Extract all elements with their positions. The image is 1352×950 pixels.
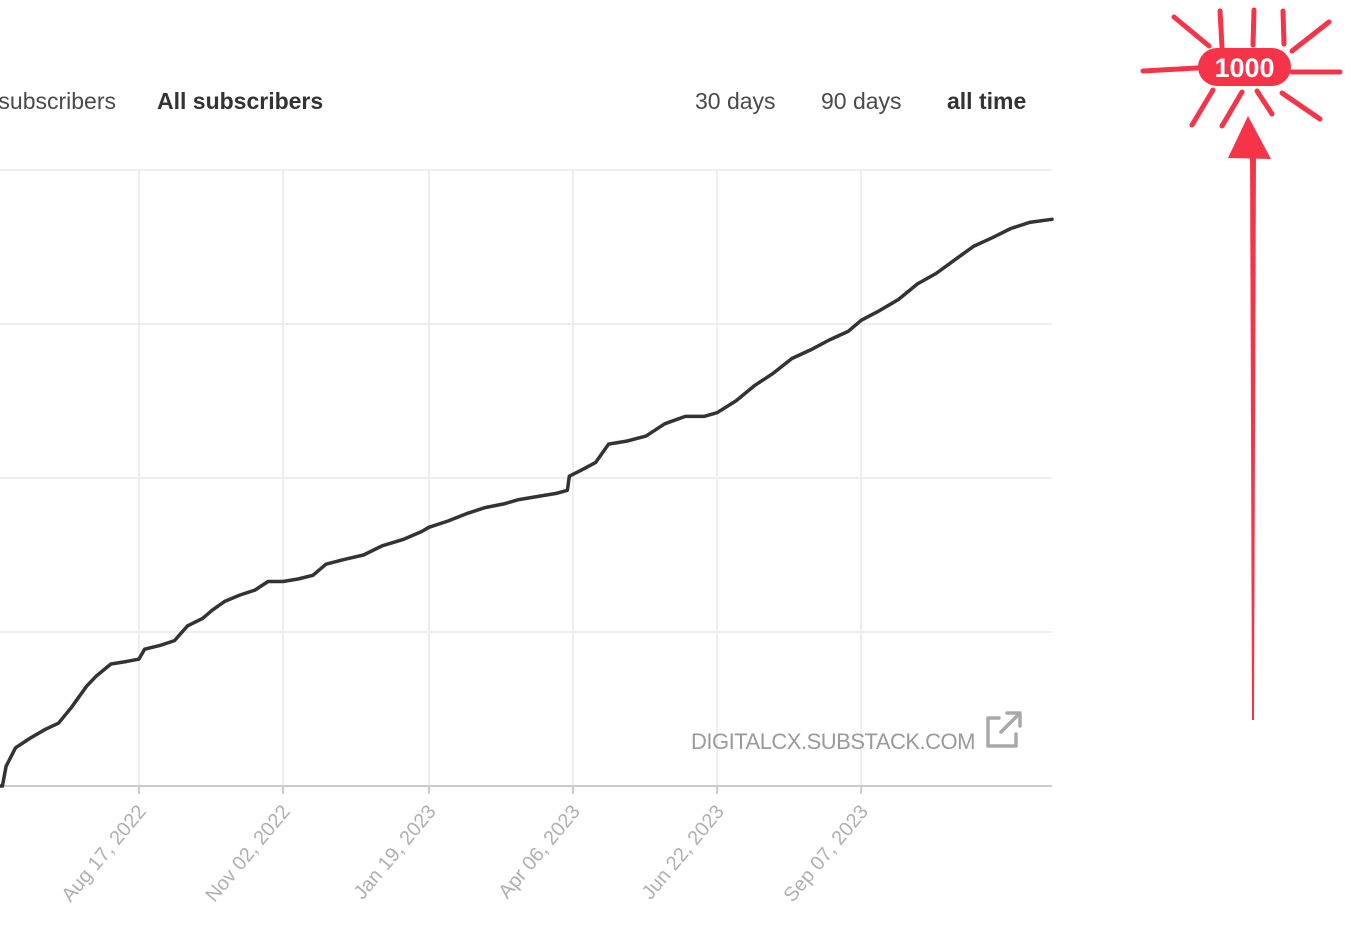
range-30-days-button[interactable]: 30 days: [695, 88, 776, 114]
gridlines: [0, 169, 1052, 786]
range-90-days-button[interactable]: 90 days: [821, 88, 902, 114]
tab-free-subscribers[interactable]: Free subscribers: [0, 88, 116, 114]
x-tick-label: Apr 06, 2023: [494, 801, 584, 903]
x-tick-label: Nov 02, 2022: [202, 801, 295, 906]
x-tick-label: Aug 17, 2022: [57, 801, 150, 906]
x-tick-label: Jun 22, 2023: [638, 801, 729, 904]
x-tick-label: Sep 07, 2023: [780, 801, 873, 906]
x-axis: Jun 01, 2022 Aug 17, 2022 Nov 02, 2022 Jan …: [0, 785, 1052, 906]
x-tick-label: Jun 01, 2022: [0, 801, 5, 904]
annotation-1000: 1000: [1140, 7, 1343, 720]
series-layer: [0, 217, 1054, 788]
watermark[interactable]: DIGITALCX.SUBSTACK.COM: [691, 711, 1022, 754]
range-all-time-button[interactable]: all time: [947, 88, 1027, 114]
badge-label: 1000: [1214, 53, 1274, 83]
watermark-text[interactable]: DIGITALCX.SUBSTACK.COM: [691, 729, 976, 754]
tab-all-subscribers[interactable]: All subscribers: [157, 88, 324, 114]
external-link-icon[interactable]: [986, 711, 1022, 748]
arrow-up-icon: [1228, 116, 1271, 720]
burst-icon: [1140, 7, 1343, 129]
x-tick-label: Jan 19, 2023: [350, 801, 441, 904]
count-badge: [1198, 48, 1291, 86]
series-line: [0, 217, 1054, 788]
